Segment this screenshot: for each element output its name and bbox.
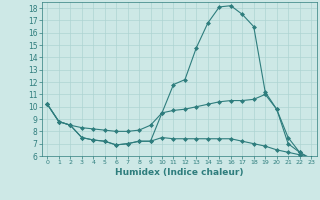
X-axis label: Humidex (Indice chaleur): Humidex (Indice chaleur) [115,168,244,177]
